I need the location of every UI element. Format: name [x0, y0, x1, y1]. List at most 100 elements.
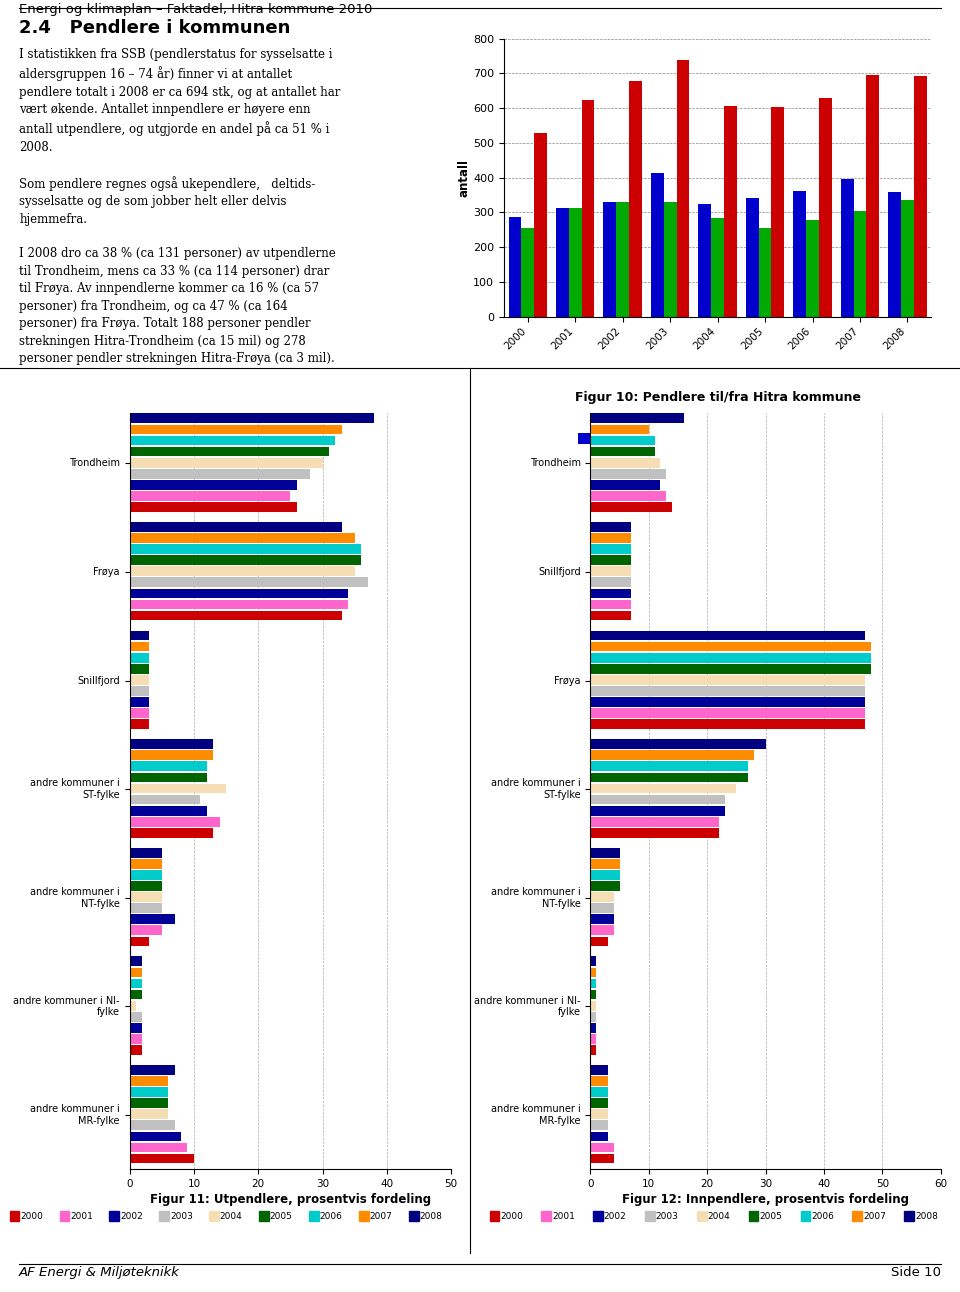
Bar: [590, 556, 632, 565]
Bar: [130, 903, 161, 913]
Text: 2002: 2002: [604, 1212, 627, 1221]
Bar: [130, 534, 355, 543]
Bar: [772, 107, 784, 317]
Bar: [590, 1110, 608, 1119]
Bar: [590, 893, 613, 902]
Bar: [130, 469, 310, 478]
Bar: [130, 828, 213, 837]
Bar: [590, 425, 649, 434]
Bar: [590, 457, 660, 468]
Bar: [590, 708, 865, 718]
Bar: [590, 1001, 596, 1010]
Bar: [130, 578, 368, 587]
Bar: [130, 611, 342, 620]
Bar: [590, 544, 632, 554]
Bar: [663, 202, 677, 317]
Bar: [590, 1076, 608, 1085]
Text: Side 10: Side 10: [891, 1266, 941, 1279]
Text: AF Energi & Miljøteknikk: AF Energi & Miljøteknikk: [19, 1266, 180, 1279]
Bar: [590, 1098, 608, 1109]
Text: 2004: 2004: [220, 1212, 243, 1221]
Bar: [590, 1045, 596, 1054]
Bar: [711, 218, 724, 317]
Bar: [130, 1142, 187, 1152]
Text: 2008: 2008: [915, 1212, 938, 1221]
Bar: [130, 761, 206, 771]
Bar: [590, 773, 748, 782]
Bar: [590, 413, 684, 424]
Bar: [590, 720, 865, 729]
Text: 2006: 2006: [320, 1212, 343, 1221]
Bar: [590, 674, 865, 685]
Bar: [888, 193, 901, 317]
Text: Figur 11: Utpendlere, prosentvis fordeling: Figur 11: Utpendlere, prosentvis fordeli…: [150, 1193, 431, 1205]
Bar: [651, 173, 663, 317]
Bar: [590, 652, 871, 663]
Bar: [590, 1065, 608, 1075]
Bar: [130, 893, 161, 902]
Bar: [590, 828, 719, 837]
Bar: [556, 208, 568, 317]
Bar: [590, 1012, 596, 1022]
Bar: [590, 1034, 596, 1044]
Bar: [130, 937, 149, 946]
Bar: [130, 870, 161, 880]
Bar: [590, 1088, 608, 1097]
Bar: [130, 708, 149, 718]
Bar: [901, 200, 914, 317]
Bar: [629, 81, 642, 317]
Text: 2004: 2004: [708, 1212, 731, 1221]
Bar: [130, 739, 213, 749]
Bar: [130, 447, 329, 456]
Bar: [590, 903, 613, 913]
Bar: [130, 599, 348, 610]
Text: 2001: 2001: [552, 1212, 575, 1221]
Bar: [590, 611, 632, 620]
Bar: [130, 1120, 175, 1130]
Bar: [867, 75, 879, 317]
Bar: [590, 435, 655, 446]
Bar: [130, 720, 149, 729]
Bar: [568, 208, 582, 317]
Text: Som pendlere regnes også ukependlere,   deltids-
sysselsatte og de som jobber he: Som pendlere regnes også ukependlere, de…: [19, 176, 316, 226]
Text: 2005: 2005: [759, 1212, 782, 1221]
Text: Energi og klimaplan – Faktadel, Hitra kommune 2010: Energi og klimaplan – Faktadel, Hitra ko…: [19, 3, 372, 17]
Y-axis label: antall: antall: [457, 159, 470, 196]
Bar: [590, 479, 660, 490]
Bar: [130, 773, 206, 782]
Bar: [819, 98, 831, 317]
Bar: [130, 698, 149, 707]
Bar: [590, 664, 871, 673]
Bar: [590, 522, 632, 532]
Bar: [130, 457, 323, 468]
Bar: [130, 1023, 142, 1032]
Bar: [130, 522, 342, 532]
Bar: [130, 1045, 142, 1054]
Text: 2005: 2005: [270, 1212, 293, 1221]
Bar: [534, 133, 547, 317]
Bar: [590, 566, 632, 576]
Bar: [130, 1001, 136, 1010]
Legend: Innpendlere, Utpendlere, Sum: Innpendlere, Utpendlere, Sum: [573, 428, 862, 451]
Text: 2.4   Pendlere i kommunen: 2.4 Pendlere i kommunen: [19, 19, 291, 37]
Bar: [130, 915, 175, 924]
Bar: [590, 806, 725, 815]
Text: Figur 12: Innpendlere, prosentvis fordeling: Figur 12: Innpendlere, prosentvis fordel…: [622, 1193, 909, 1205]
Bar: [590, 589, 632, 598]
Bar: [130, 589, 348, 598]
Bar: [582, 99, 594, 317]
Bar: [590, 503, 672, 512]
Text: I 2008 dro ca 38 % (ca 131 personer) av utpendlerne
til Trondheim, mens ca 33 % : I 2008 dro ca 38 % (ca 131 personer) av …: [19, 247, 336, 366]
Text: 2007: 2007: [863, 1212, 886, 1221]
Bar: [130, 795, 201, 805]
Bar: [590, 859, 619, 868]
Bar: [746, 198, 758, 317]
Bar: [130, 1034, 142, 1044]
Bar: [130, 956, 142, 966]
Bar: [130, 503, 297, 512]
Bar: [130, 544, 361, 554]
Bar: [590, 848, 619, 858]
Bar: [914, 75, 926, 317]
Bar: [130, 978, 142, 988]
Bar: [130, 990, 142, 1000]
